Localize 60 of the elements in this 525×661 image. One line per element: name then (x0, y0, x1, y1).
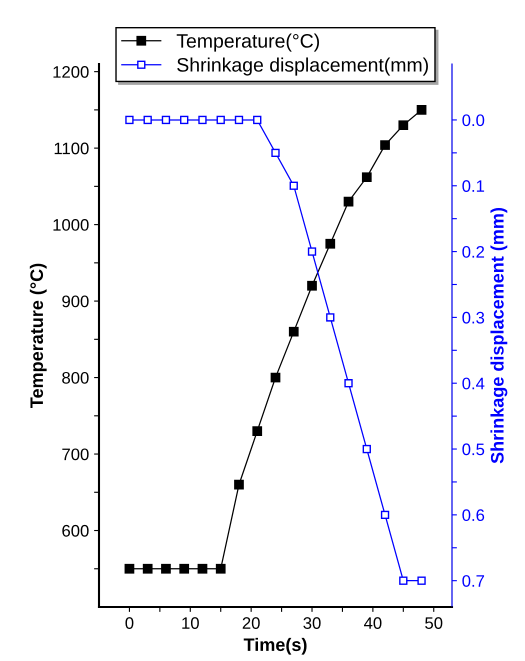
y2-tick-label: 0.1 (462, 180, 484, 192)
point (344, 196, 354, 207)
point (216, 116, 225, 124)
point (380, 140, 390, 150)
point (417, 576, 426, 585)
point (198, 116, 207, 124)
point (125, 116, 134, 124)
point (234, 116, 244, 124)
y2-tick-label: 0.3 (462, 312, 484, 324)
point (161, 564, 171, 574)
y-tick-label: 1200 (53, 66, 89, 78)
y-tick-label: 1000 (53, 219, 89, 231)
point (162, 116, 170, 124)
x-tick-label: 0 (125, 617, 134, 629)
point (325, 238, 336, 249)
y-tick-label: 700 (62, 448, 89, 460)
point (144, 116, 152, 124)
y2-tick-label: 0.7 (462, 575, 484, 587)
point (271, 148, 280, 158)
point (142, 564, 153, 574)
x-tick-label: 40 (364, 617, 382, 629)
y2-tick-label: 0.2 (462, 246, 484, 258)
y2-tick-label: 0.6 (462, 509, 484, 522)
x-axis-title: Time(s) (244, 638, 307, 655)
x-tick-label: 50 (425, 617, 442, 629)
y2-tick-label: 0.4 (462, 378, 484, 390)
point (326, 313, 334, 322)
point (416, 105, 426, 115)
point (362, 444, 371, 454)
point (234, 480, 244, 490)
point (216, 564, 226, 574)
point (124, 564, 134, 574)
y2-tick-label: 0.0 (462, 114, 484, 126)
point (344, 379, 353, 388)
x-tick-label: 20 (242, 617, 260, 629)
x-tick-label: 10 (182, 617, 199, 629)
point (180, 116, 188, 124)
point (253, 116, 262, 124)
y-tick-label: 900 (62, 295, 89, 308)
point (198, 564, 208, 574)
point (398, 120, 408, 130)
point (288, 326, 299, 337)
legend-label: Shrinkage displacement(mm) (177, 57, 428, 76)
y-axis-title: Temperature (°C) (30, 264, 47, 408)
y2-tick-label: 0.5 (462, 443, 484, 456)
point (380, 510, 390, 520)
legend-label: Temperature(°C) (176, 34, 320, 52)
point (308, 247, 316, 256)
point (399, 576, 408, 585)
point (252, 426, 262, 436)
point (362, 172, 372, 182)
x-tick-label: 30 (303, 617, 321, 629)
point (270, 372, 280, 382)
y2-axis-title: Shrinkage displacement (mm) (490, 208, 508, 464)
y-tick-label: 600 (62, 524, 89, 537)
y-tick-label: 1100 (54, 142, 89, 154)
y-tick-label: 800 (62, 372, 89, 384)
point (307, 280, 317, 291)
point (179, 564, 190, 574)
point (290, 182, 298, 190)
